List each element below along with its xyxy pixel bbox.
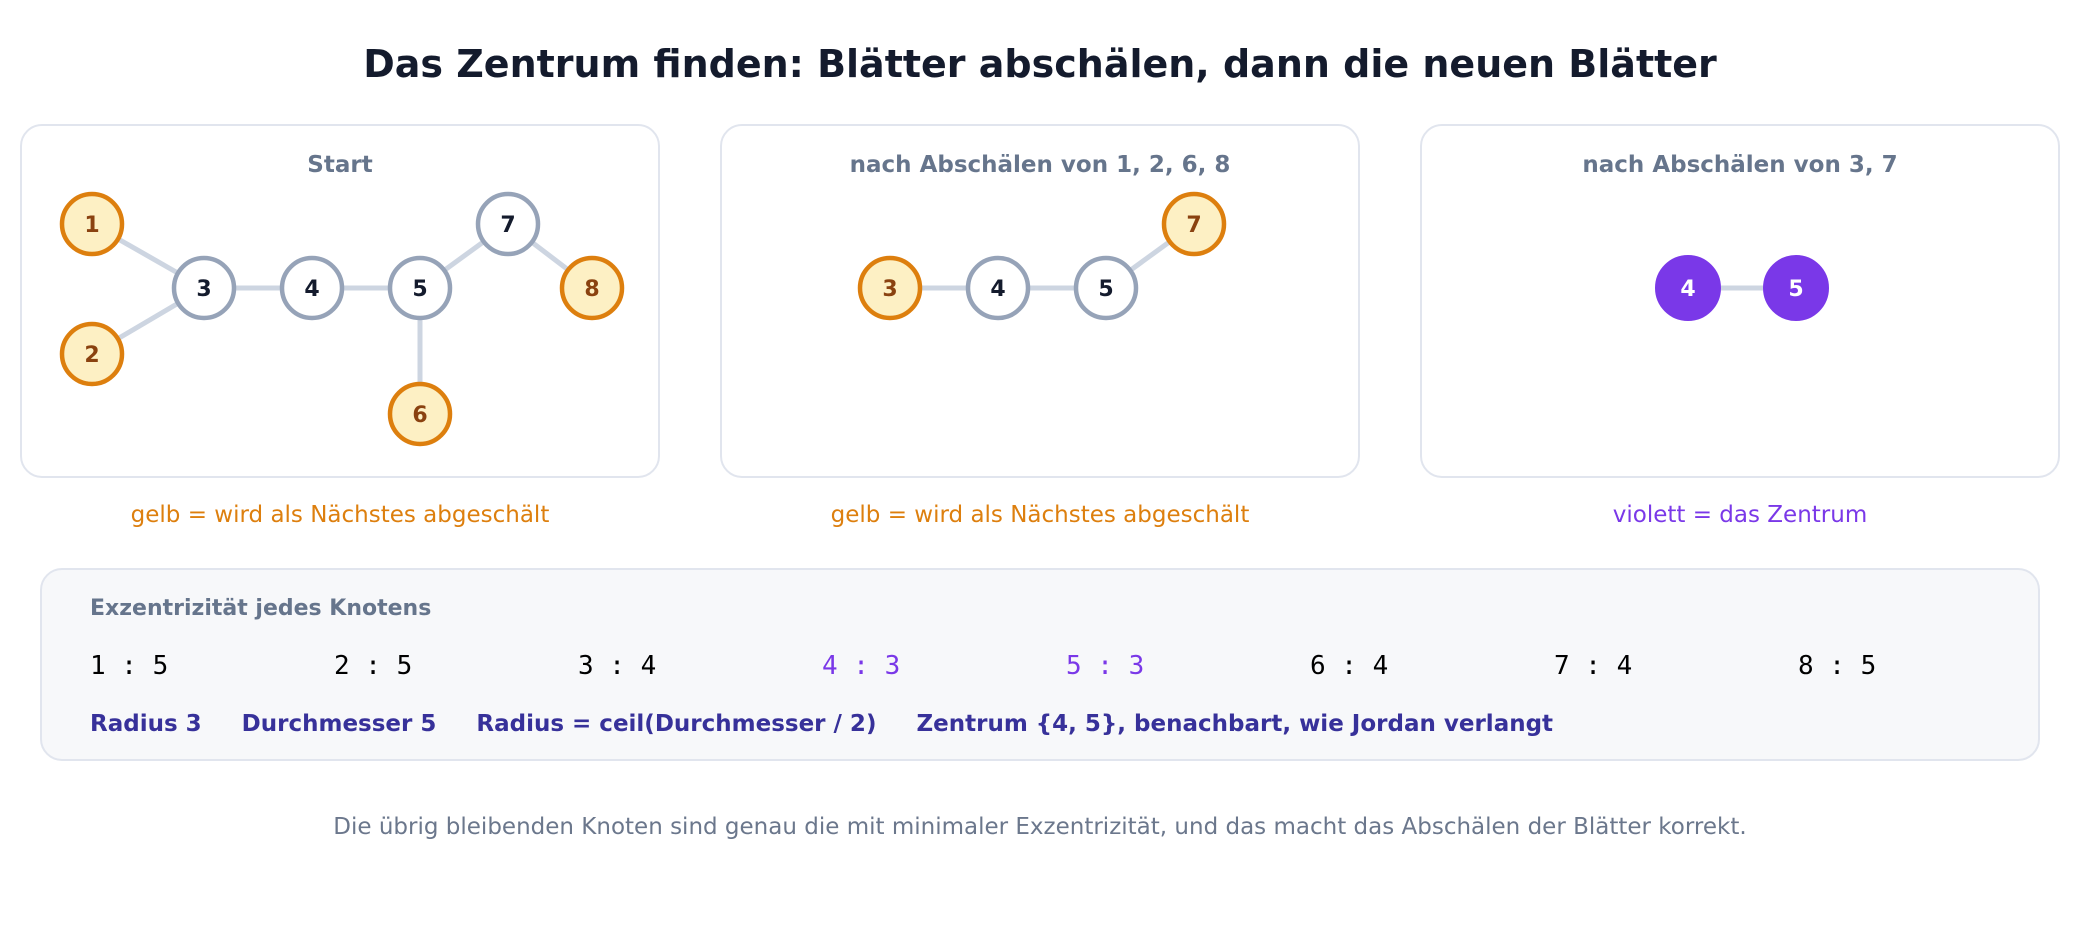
node-circle [59,321,125,387]
tree-node-7: 7 [1161,191,1227,257]
diameter-fact: Durchmesser 5 [241,711,437,737]
tree-node-5: 5 [1073,255,1139,321]
node-label: 7 [500,213,515,238]
eccentricity-title: Exzentrizität jedes Knotens [90,596,432,621]
tree-node-4: 4 [965,255,1031,321]
radius-formula-fact: Radius = ceil(Durchmesser / 2) [476,711,877,737]
footer-note: Die übrig bleibenden Knoten sind genau d… [333,814,1747,840]
node-label: 3 [882,277,897,302]
radius-fact: Radius 3 [90,711,202,737]
tree-node-6: 6 [387,381,453,447]
tree-node-3: 3 [857,255,923,321]
tree-node-5: 5 [387,255,453,321]
tree-node-5: 5 [1763,255,1829,321]
summary-facts: Radius 3 Durchmesser 5 Radius = ceil(Durch… [90,711,1593,737]
tree-node-4: 4 [1655,255,1721,321]
tree-node-7: 7 [475,191,541,257]
node-label: 2 [84,343,99,368]
node-circle [171,255,237,321]
legend-caption-center: violett = das Zentrum [1612,502,1868,528]
tree-node-1: 1 [59,191,125,257]
node-circle [857,255,923,321]
node-circle [387,255,453,321]
panel-after-first-peel: nach Abschälen von 1, 2, 6, 8 3 4 5 7 [720,124,1360,478]
tree-node-8: 8 [559,255,625,321]
legend-caption-leaf: gelb = wird als Nächstes abgeschält [830,502,1250,528]
node-label: 5 [412,277,427,302]
tree-node-3: 3 [171,255,237,321]
node-circle [965,255,1031,321]
node-circle [1763,255,1829,321]
node-label: 4 [304,277,319,302]
eccentricity-entry-center: 4 : 3 [822,651,901,681]
node-circle [59,191,125,257]
tree-node-2: 2 [59,321,125,387]
page-title: Das Zentrum finden: Blätter abschälen, d… [363,42,1717,86]
eccentricity-entry-center: 5 : 3 [1066,651,1145,681]
eccentricity-entry: 3 : 4 [578,651,657,681]
node-circle [387,381,453,447]
tree-diagram-after-first-peel: 3 4 5 7 [857,191,1227,321]
tree-diagram-start: 1 2 3 4 5 6 7 8 [59,191,625,447]
eccentricity-entry: 8 : 5 [1798,651,1877,681]
node-label: 3 [196,277,211,302]
node-label: 4 [990,277,1005,302]
eccentricity-entry: 7 : 4 [1554,651,1633,681]
node-circle [1073,255,1139,321]
center-fact: Zentrum {4, 5}, benachbart, wie Jordan v… [916,711,1554,737]
node-label: 7 [1186,213,1201,238]
legend-caption-leaf: gelb = wird als Nächstes abgeschält [130,502,550,528]
panel-title: Start [307,152,373,178]
node-circle [279,255,345,321]
panel-title: nach Abschälen von 3, 7 [1582,152,1898,178]
node-circle [475,191,541,257]
node-label: 5 [1788,277,1803,302]
node-circle [559,255,625,321]
node-label: 4 [1680,277,1695,302]
eccentricity-entry: 1 : 5 [90,651,169,681]
eccentricity-entry: 6 : 4 [1310,651,1389,681]
eccentricity-panel: Exzentrizität jedes Knotens 1 : 5 2 : 5 … [40,568,2040,761]
node-label: 5 [1098,277,1113,302]
node-label: 8 [584,277,599,302]
node-circle [1161,191,1227,257]
node-circle [1655,255,1721,321]
tree-node-4: 4 [279,255,345,321]
panel-title: nach Abschälen von 1, 2, 6, 8 [849,152,1231,178]
node-label: 1 [84,213,99,238]
panel-start: Start 1 2 3 4 5 6 7 8 [20,124,660,478]
eccentricity-entry: 2 : 5 [334,651,413,681]
node-label: 6 [412,403,427,428]
